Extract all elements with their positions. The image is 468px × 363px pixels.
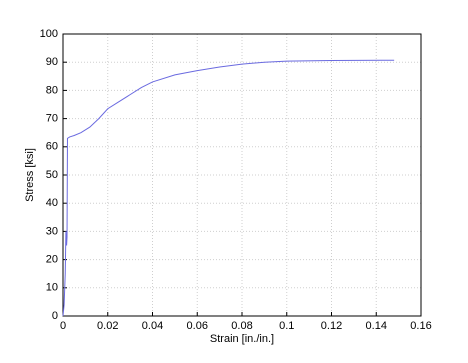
y-tick-label: 70 (46, 113, 58, 125)
y-tick-label: 10 (46, 282, 58, 294)
y-tick-label: 100 (40, 28, 58, 40)
x-tick-label: 0.08 (231, 320, 252, 332)
y-tick-label: 80 (46, 84, 58, 96)
x-tick-label: 0 (60, 320, 66, 332)
plot-frame (62, 33, 422, 317)
x-tick-label: 0.04 (142, 320, 163, 332)
x-tick-label: 0.1 (279, 320, 294, 332)
data-line (62, 59, 395, 317)
x-tick-label: 0.02 (97, 320, 118, 332)
x-tick-label: 0.16 (410, 320, 431, 332)
y-tick-label: 90 (46, 56, 58, 68)
y-axis-label: Stress [ksi] (24, 148, 36, 202)
x-tick-label: 0.14 (366, 320, 387, 332)
x-axis-label: Strain [in./in.] (210, 333, 274, 345)
y-tick-label: 40 (46, 197, 58, 209)
y-tick-label: 20 (46, 254, 58, 266)
x-tick-label: 0.12 (321, 320, 342, 332)
y-tick-label: 50 (46, 169, 58, 181)
y-tick-label: 0 (52, 310, 58, 322)
y-tick-label: 60 (46, 141, 58, 153)
y-tick-label: 30 (46, 225, 58, 237)
x-tick-label: 0.06 (187, 320, 208, 332)
